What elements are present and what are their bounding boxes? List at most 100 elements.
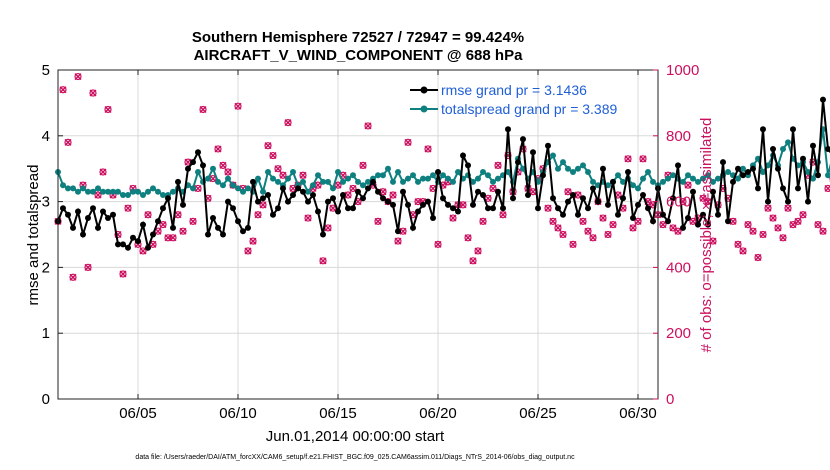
obs-possible-circle [759,230,767,239]
obs-assimilated-x [784,204,792,212]
obs-possible-circle [474,247,482,255]
totalspread-point [565,165,571,172]
rmse-point [635,201,641,208]
rmse-point [585,205,591,212]
totalspread-point [410,172,416,179]
obs-assimilated-x [469,257,477,265]
rmse-point [695,221,701,228]
rmse-point [650,218,656,225]
rmse-point [150,231,156,238]
totalspread-point [100,188,106,195]
obs-possible-circle [744,221,752,229]
rmse-point [130,234,136,241]
obs-assimilated-x [529,188,537,196]
obs-assimilated-x [269,152,277,160]
obs-assimilated-x [624,155,632,163]
obs-possible-circle [494,161,502,170]
obs-marker [764,204,772,212]
obs-assimilated-x [819,227,827,235]
obs-marker [254,211,262,219]
totalspread-point [190,185,196,192]
rmse-point [420,201,426,208]
totalspread-point [650,178,656,185]
obs-assimilated-x [554,224,562,232]
y-tick-label-right: 800 [666,128,691,145]
obs-assimilated-x [559,231,567,238]
obs-marker [249,237,257,245]
totalspread-point [235,185,241,192]
totalspread-point [710,178,716,185]
obs-marker [554,224,562,232]
obs-possible-circle [234,102,242,110]
totalspread-point [345,175,351,182]
obs-assimilated-x [224,168,232,176]
rmse-point [390,201,396,208]
totalspread-point [630,182,636,189]
rmse-point [625,169,631,175]
obs-possible-circle [89,89,97,97]
totalspread-point [375,172,381,179]
obs-marker [179,227,187,235]
legend-rmse-marker [420,86,428,94]
obs-marker [199,105,207,114]
obs-possible-circle [304,214,312,222]
totalspread-point [665,175,671,182]
totalspread-point [130,188,136,195]
legend-rmse-label: rmse grand pr = 3.1436 [441,82,587,98]
rmse-point [605,201,611,208]
rmse-point [155,218,161,225]
rmse-point [120,241,126,248]
totalspread-point [680,178,686,185]
obs-marker [169,234,177,242]
obs-assimilated-x [639,155,647,163]
obs-marker [674,227,682,235]
obs-possible-circle [739,247,747,255]
rmse-point [710,188,716,195]
rmse-point [205,231,211,238]
rmse-point [300,188,306,195]
obs-possible-circle [74,72,82,81]
totalspread-point [690,175,696,182]
obs-possible-circle [139,247,147,255]
obs-assimilated-x [619,204,627,212]
totalspread-point [335,169,341,175]
obs-possible-circle [709,237,717,245]
totalspread-point [215,178,221,185]
totalspread-point [440,172,446,179]
obs-possible-circle [469,257,477,265]
obs-marker [799,211,807,219]
obs-marker [794,217,802,225]
rmse-point [455,208,461,215]
rmse-point [705,221,711,228]
obs-marker [224,168,232,176]
obs-possible-circle [779,234,787,242]
totalspread-point [520,165,526,172]
y-tick-label-left: 5 [42,62,50,79]
obs-marker [479,217,487,225]
totalspread-point [350,172,356,179]
totalspread-point [290,169,296,175]
obs-assimilated-x [84,263,92,271]
obs-marker [709,237,717,245]
totalspread-point [450,178,456,185]
totalspread-point [135,188,141,195]
rmse-point [765,198,771,205]
rmse-point [290,192,296,198]
rmse-point [610,178,616,185]
obs-marker [774,224,782,232]
obs-marker [639,155,647,163]
rmse-point [450,205,456,212]
rmse-point [265,192,271,198]
obs-assimilated-x [494,161,502,169]
obs-marker [219,161,227,170]
obs-possible-circle [359,161,367,170]
totalspread-point [195,169,201,175]
obs-assimilated-x [99,168,107,176]
obs-marker [814,221,822,229]
rmse-point [570,192,576,198]
axis-ticks: 06/05 06/10 06/15 06/20 06/25 06/30 0 1 2 3 4 5 0 200… [42,62,700,422]
totalspread-point [155,188,161,195]
totalspread-point [685,172,691,179]
obs-assimilated-x [604,231,612,238]
obs-marker [104,105,112,114]
